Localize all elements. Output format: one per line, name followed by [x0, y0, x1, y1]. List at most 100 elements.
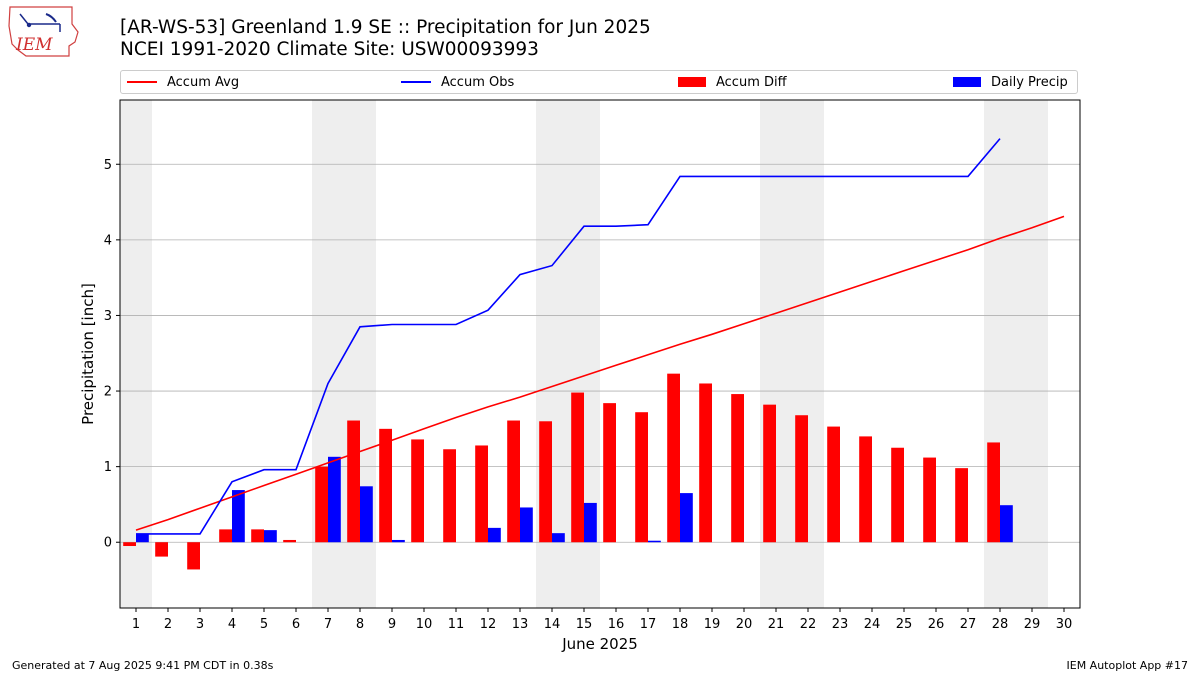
accum-diff-bar [795, 415, 808, 543]
x-tick-label: 1 [132, 617, 140, 632]
x-tick-label: 16 [608, 617, 625, 632]
generated-footnote: Generated at 7 Aug 2025 9:41 PM CDT in 0… [12, 659, 274, 672]
y-axis-label: Precipitation [inch] [79, 283, 97, 425]
legend-swatch-daily-precip [953, 77, 981, 87]
legend-item-daily-precip: Daily Precip [953, 71, 1068, 93]
plot-frame [119, 99, 1081, 609]
legend-item-accum-diff: Accum Diff [678, 71, 787, 93]
accum-diff-bar [571, 392, 584, 543]
accum-diff-bar [603, 403, 616, 543]
chart-legend: Accum Avg Accum Obs Accum Diff Daily Pre… [120, 70, 1078, 94]
legend-swatch-accum-obs [401, 81, 431, 83]
accum-diff-bar [123, 542, 136, 547]
accum-diff-bar [347, 420, 360, 543]
accum-diff-bar [507, 420, 520, 543]
x-tick-label: 11 [448, 617, 465, 632]
x-tick-label: 3 [196, 617, 204, 632]
accum-obs-line [136, 138, 1001, 535]
accum-diff-bar [443, 449, 456, 543]
iem-logo: IEM [8, 6, 79, 57]
daily-precip-bar [392, 539, 405, 543]
x-tick-label: 10 [416, 617, 433, 632]
daily-precip-bar [360, 486, 373, 543]
daily-precip-bar [552, 533, 565, 543]
x-tick-label: 28 [992, 617, 1009, 632]
app-footnote: IEM Autoplot App #17 [1066, 659, 1189, 672]
x-tick-label: 7 [324, 617, 332, 632]
accum-diff-bar [379, 428, 392, 543]
legend-item-accum-avg: Accum Avg [127, 71, 239, 93]
accum-diff-bar [859, 436, 872, 543]
x-tick-label: 4 [228, 617, 236, 632]
logo-text: IEM [15, 35, 53, 55]
daily-precip-bar [488, 527, 501, 543]
x-tick-label: 21 [768, 617, 785, 632]
x-tick-label: 13 [512, 617, 529, 632]
chart-subtitle: NCEI 1991-2020 Climate Site: USW00093993 [120, 39, 539, 60]
x-tick-label: 22 [800, 617, 817, 632]
accum-diff-bar [219, 529, 232, 543]
x-tick-label: 8 [356, 617, 364, 632]
y-tick-label: 0 [104, 536, 112, 551]
accum-diff-bar [827, 426, 840, 543]
x-tick-label: 29 [1024, 617, 1041, 632]
x-tick-label: 14 [544, 617, 561, 632]
legend-swatch-accum-avg [127, 81, 157, 83]
accum-diff-bar [667, 373, 680, 543]
x-tick-label: 15 [576, 617, 593, 632]
accum-diff-bar [635, 412, 648, 543]
daily-precip-bar [584, 502, 597, 543]
x-tick-label: 30 [1056, 617, 1073, 632]
legend-label-daily-precip: Daily Precip [991, 74, 1068, 90]
daily-precip-bar [328, 456, 341, 543]
y-tick-label: 1 [104, 460, 112, 475]
legend-label-accum-diff: Accum Diff [716, 74, 787, 90]
x-tick-label: 5 [260, 617, 268, 632]
y-tick-label: 5 [104, 158, 112, 173]
x-tick-label: 20 [736, 617, 753, 632]
accum-diff-bar [891, 447, 904, 543]
legend-label-accum-avg: Accum Avg [167, 74, 240, 90]
accum-diff-bar [283, 539, 296, 543]
y-tick-label: 4 [104, 233, 112, 248]
x-tick-label: 6 [292, 617, 300, 632]
x-tick-label: 26 [928, 617, 945, 632]
y-tick-label: 3 [104, 309, 112, 324]
x-tick-label: 25 [896, 617, 913, 632]
accum-diff-bar [987, 442, 1000, 543]
x-tick-label: 9 [388, 617, 396, 632]
accum-diff-bar [155, 542, 168, 557]
weekend-band [120, 100, 152, 608]
accum-diff-bar [315, 466, 328, 543]
accum-diff-bar [731, 394, 744, 543]
accum-diff-bar [699, 383, 712, 543]
legend-swatch-accum-diff [678, 77, 706, 87]
accum-diff-bar [955, 468, 968, 543]
x-tick-label: 23 [832, 617, 849, 632]
accum-avg-line [135, 215, 1065, 531]
accum-diff-bar [763, 404, 776, 543]
accum-diff-bar [923, 457, 936, 543]
x-tick-label: 27 [960, 617, 977, 632]
daily-precip-bar [648, 540, 661, 543]
accum-diff-bar [475, 445, 488, 543]
daily-precip-bar [1000, 505, 1013, 543]
x-axis-label: June 2025 [561, 635, 638, 653]
accum-diff-bar [411, 439, 424, 543]
daily-precip-bar [680, 493, 693, 543]
x-tick-label: 19 [704, 617, 721, 632]
accum-diff-bar [539, 421, 552, 543]
legend-item-accum-obs: Accum Obs [401, 71, 514, 93]
daily-precip-bar [136, 533, 149, 543]
legend-label-accum-obs: Accum Obs [441, 74, 515, 90]
daily-precip-bar [520, 507, 533, 543]
chart-title: [AR-WS-53] Greenland 1.9 SE :: Precipita… [120, 17, 651, 38]
x-tick-label: 18 [672, 617, 689, 632]
x-tick-label: 24 [864, 617, 881, 632]
x-tick-label: 17 [640, 617, 657, 632]
accum-diff-bar [251, 529, 264, 543]
x-tick-label: 2 [164, 617, 172, 632]
y-tick-label: 2 [104, 385, 112, 400]
x-tick-label: 12 [480, 617, 497, 632]
